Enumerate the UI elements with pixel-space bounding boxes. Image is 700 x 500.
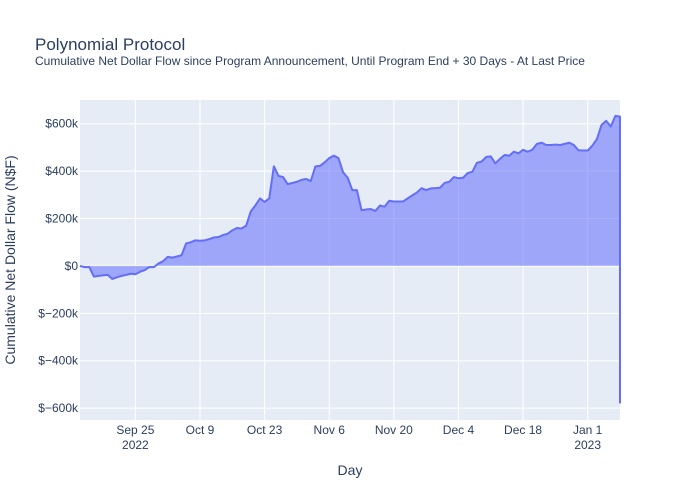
x-tick-label: Oct 9 <box>186 423 215 437</box>
y-tick-label: $600k <box>45 117 79 131</box>
y-tick-label: $−200k <box>38 306 79 320</box>
x-tick-label: Nov 20 <box>375 423 413 437</box>
x-tick-label: Nov 6 <box>314 423 346 437</box>
y-tick-label: $−400k <box>38 354 79 368</box>
y-tick-label: $200k <box>45 212 79 226</box>
series-layer <box>79 114 621 404</box>
chart-title: Polynomial Protocol <box>35 35 185 54</box>
y-tick-label: $400k <box>45 164 79 178</box>
chart-subtitle: Cumulative Net Dollar Flow since Program… <box>35 54 585 68</box>
x-tick-year-label: 2022 <box>122 438 149 452</box>
x-tick-label: Jan 1 <box>573 423 603 437</box>
series-line <box>79 114 621 404</box>
x-tick-label: Dec 18 <box>504 423 542 437</box>
x-tick-label: Dec 4 <box>443 423 475 437</box>
series-area-fill <box>80 115 620 404</box>
y-axis-title: Cumulative Net Dollar Flow (N$F) <box>2 155 18 364</box>
tick-labels: $600k $400k $200k $0 $−200k $−400k $−600k Sep 2… <box>38 117 602 452</box>
x-tick-label: Oct 23 <box>247 423 283 437</box>
x-axis-title: Day <box>338 462 363 478</box>
y-tick-label: $0 <box>65 259 79 273</box>
x-tick-year-label: 2023 <box>574 438 601 452</box>
y-tick-label: $−600k <box>38 401 79 415</box>
x-tick-label: Sep 25 <box>116 423 154 437</box>
